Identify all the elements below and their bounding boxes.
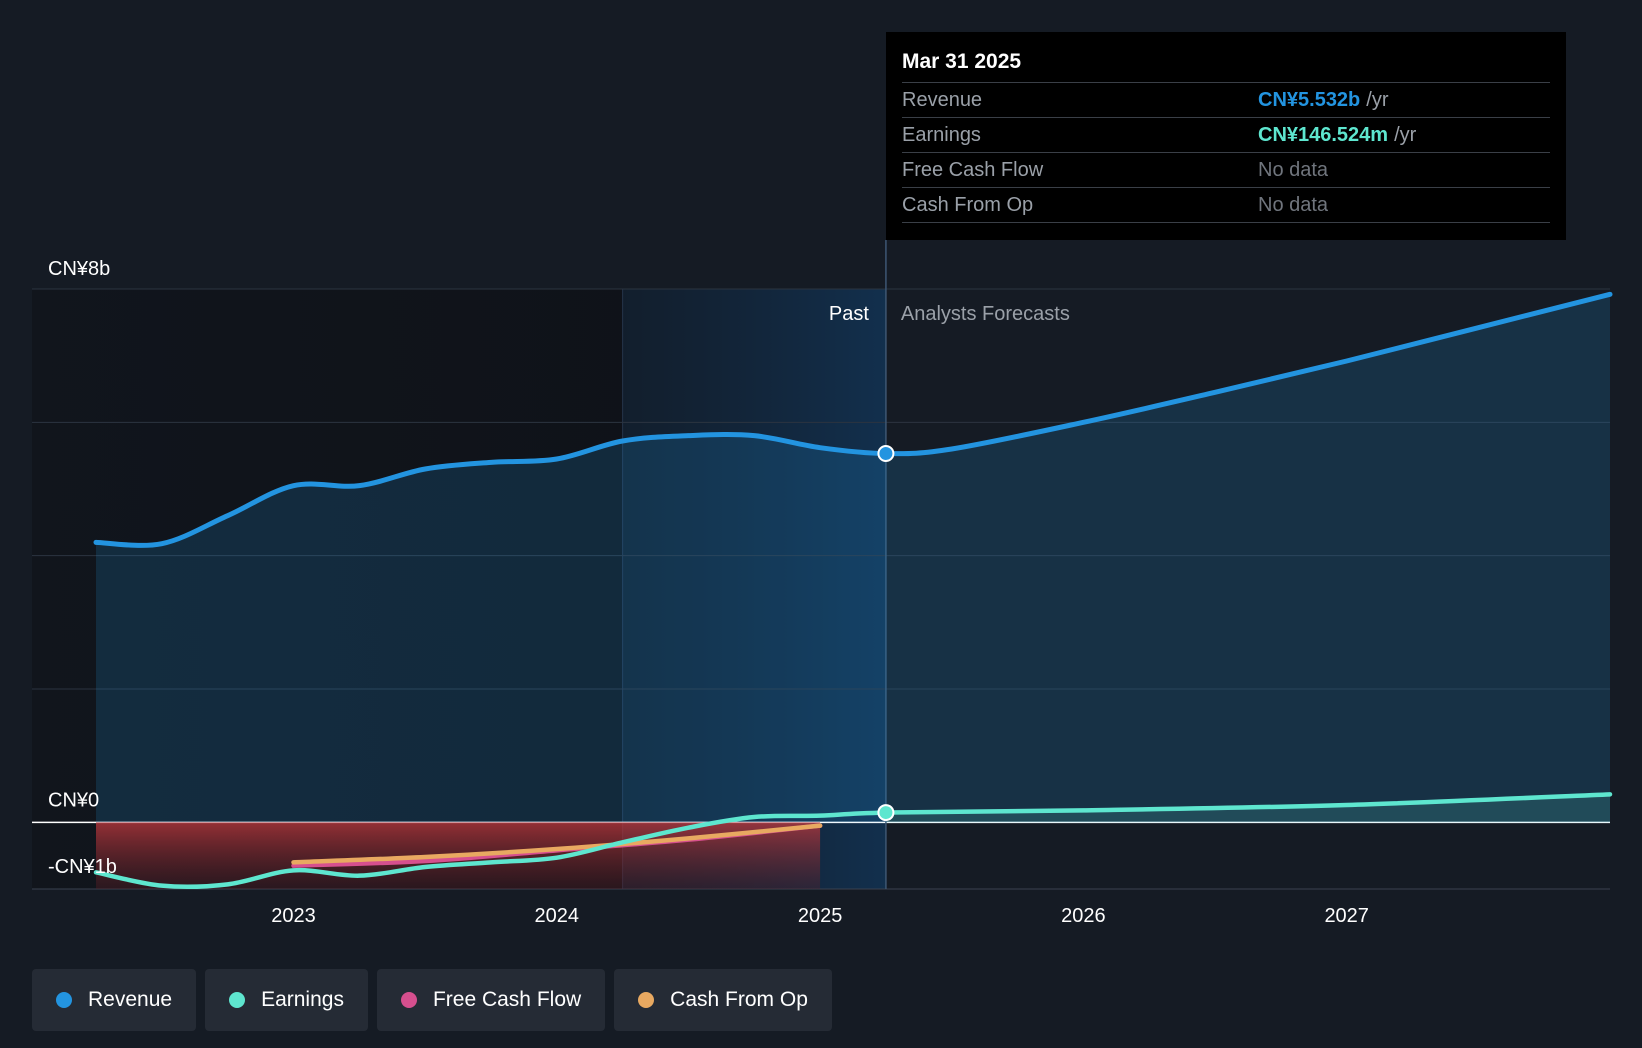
recent-past-shade-region [622,289,886,889]
legend-dot-icon [638,992,655,1008]
chart: CN¥8b CN¥0 -CN¥1b 2023 2024 2025 2026 2027 Past A… [32,240,1613,927]
legend-label: Revenue [88,988,173,1011]
y-axis-label: CN¥8b [48,258,110,280]
tooltip-row-revenue: Revenue CN¥5.532b /yr [902,82,1550,117]
x-tick-label: 2027 [1324,905,1369,927]
tooltip-unit: /yr [1394,124,1417,146]
revenue-line [93,291,1613,548]
x-tick-label: 2026 [1061,905,1106,927]
legend-dot-icon [400,992,417,1008]
tooltip-value: CN¥5.532b [1258,89,1361,111]
legend-item-free-cash-flow[interactable]: Free Cash Flow [376,969,606,1031]
legend-dot-icon [56,992,72,1008]
legend-label: Free Cash Flow [432,988,582,1011]
y-axis-label: CN¥0 [48,789,99,811]
x-tick-label: 2025 [798,905,843,927]
revenue-area [96,294,1610,823]
earnings-line [93,792,1613,890]
x-tick-label: 2023 [271,905,316,927]
legend-item-earnings[interactable]: Earnings [205,969,368,1031]
legend-label: Cash From Op [670,988,808,1011]
past-shade-region [32,289,623,889]
legend-label: Earnings [261,988,344,1011]
tooltip-row-earnings: Earnings CN¥146.524m /yr [902,117,1550,152]
revenue-marker[interactable] [877,445,895,463]
tooltip-label: Free Cash Flow [902,159,1044,181]
earnings-marker[interactable] [877,804,895,822]
y-axis-label: -CN¥1b [48,856,117,878]
tooltip-label: Cash From Op [902,194,1034,216]
tooltip-unit: /yr [1366,89,1389,111]
x-tick-label: 2024 [535,905,580,927]
past-label: Past [829,303,869,325]
tooltip-value: No data [1258,194,1329,216]
tooltip-label: Revenue [902,89,983,111]
tooltip-value: CN¥146.524m [1258,124,1389,146]
forecast-label: Analysts Forecasts [901,303,1070,325]
legend-item-cash-from-op[interactable]: Cash From Op [614,969,832,1031]
tooltip-label: Earnings [902,124,981,146]
legend-dot-icon [229,992,246,1008]
tooltip-row-cash-from-op: Cash From Op No data [902,187,1550,223]
tooltip: Mar 31 2025 Revenue CN¥5.532b /yr Earnin… [886,32,1566,240]
legend: Revenue Earnings Free Cash Flow Cash Fro… [32,969,832,1031]
legend-item-revenue[interactable]: Revenue [32,969,197,1031]
tooltip-value: No data [1258,159,1329,181]
cash-from-op-line [291,823,823,865]
tooltip-row-free-cash-flow: Free Cash Flow No data [902,152,1550,187]
tooltip-date: Mar 31 2025 [902,50,1022,73]
